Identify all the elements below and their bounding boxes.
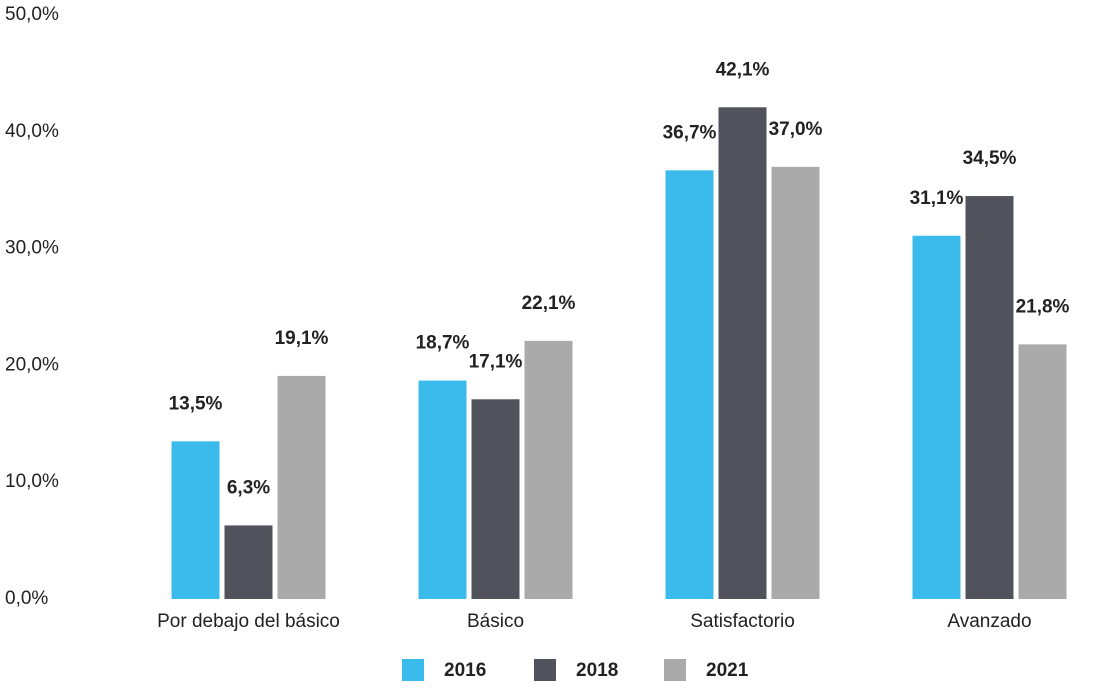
bar [771,166,820,599]
value-label: 13,5% [169,393,223,414]
value-label: 17,1% [469,351,523,372]
x-tick-label: Avanzado [947,611,1031,632]
value-label: 36,7% [663,122,717,143]
value-label: 34,5% [963,148,1017,169]
bar [224,525,273,599]
bar [665,170,714,599]
value-label: 19,1% [275,328,329,349]
y-tick-label: 0,0% [5,588,48,609]
x-tick-label: Por debajo del básico [157,611,340,632]
value-label: 6,3% [227,477,270,498]
value-label: 42,1% [716,59,770,80]
bar [718,107,767,599]
y-tick-label: 30,0% [5,238,59,259]
y-tick-label: 50,0% [5,4,59,25]
value-label: 18,7% [416,333,470,354]
bar [471,399,520,599]
x-tick-label: Básico [467,611,524,632]
y-tick-label: 20,0% [5,354,59,375]
value-label: 37,0% [769,119,823,140]
value-label: 22,1% [522,293,576,314]
bar [965,196,1014,600]
legend-swatch [664,659,686,681]
legend-label: 2016 [444,660,486,681]
legend-swatch [402,659,424,681]
bar [171,441,220,599]
bar [277,375,326,599]
legend-label: 2018 [576,660,618,681]
bar [418,380,467,599]
x-tick-label: Satisfactorio [690,611,795,632]
legend-label: 2021 [706,660,749,681]
value-label: 31,1% [910,188,964,209]
bar [912,235,961,599]
bar [1018,344,1067,599]
bar [524,340,573,599]
legend-swatch [534,659,556,681]
y-tick-label: 40,0% [5,121,59,142]
y-tick-label: 10,0% [5,471,59,492]
value-label: 21,8% [1016,296,1070,317]
